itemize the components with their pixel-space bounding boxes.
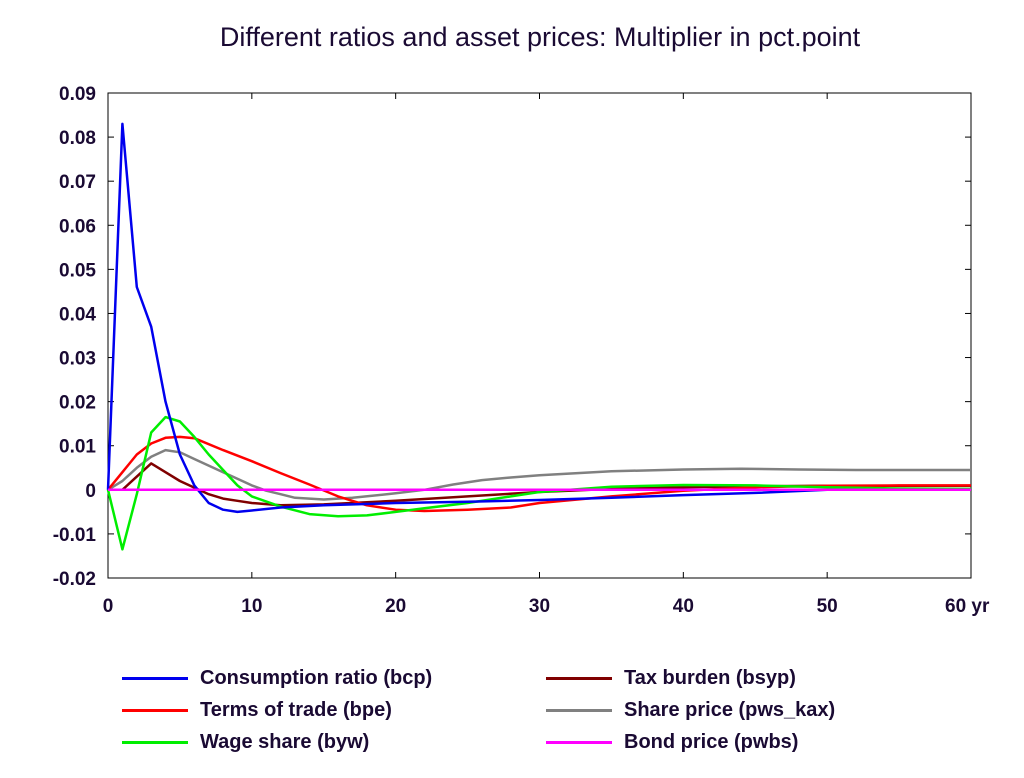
legend-swatch-tax-burden	[546, 676, 612, 680]
line-chart: -0.02 -0.01 0 0.01 0.02 0.03 0.04 0.05 0.06 0.07 0…	[53, 84, 990, 617]
x-tick-label: 10	[241, 596, 262, 617]
legend-label-terms-of-trade: Terms of trade (bpe)	[200, 698, 392, 721]
legend-item-share-price: Share price (pws_kax)	[546, 696, 835, 724]
x-axis: 0 10 20 30 40 50 60 yr	[103, 93, 990, 617]
y-tick-label: 0.01	[59, 437, 96, 458]
legend-item-consumption-ratio: Consumption ratio (bcp)	[122, 664, 432, 692]
legend-label-tax-burden: Tax burden (bsyp)	[624, 666, 796, 689]
x-tick-label: 0	[103, 596, 114, 617]
y-tick-label: 0.02	[59, 393, 96, 414]
y-tick-label: 0.06	[59, 216, 96, 237]
y-tick-label: 0	[85, 481, 96, 502]
y-tick-label: 0.08	[59, 128, 96, 149]
y-axis: -0.02 -0.01 0 0.01 0.02 0.03 0.04 0.05 0.06 0.07 0…	[53, 84, 971, 590]
legend-label-share-price: Share price (pws_kax)	[624, 698, 836, 721]
legend-item-bond-price: Bond price (pwbs)	[546, 728, 798, 756]
legend-label-wage-share: Wage share (byw)	[200, 730, 370, 753]
x-tick-label: 60 yr	[945, 596, 990, 617]
y-tick-label: 0.07	[59, 172, 96, 193]
series-line-2	[106, 415, 972, 551]
y-tick-label: -0.01	[53, 525, 97, 546]
legend-label-consumption-ratio: Consumption ratio (bcp)	[200, 666, 433, 689]
x-tick-label: 40	[673, 596, 694, 617]
x-tick-label: 50	[817, 596, 838, 617]
legend-item-wage-share: Wage share (byw)	[122, 728, 369, 756]
y-tick-label: 0.04	[59, 304, 96, 325]
legend-swatch-wage-share	[122, 740, 188, 744]
y-tick-label: 0.05	[59, 260, 96, 281]
x-tick-label: 20	[385, 596, 406, 617]
plot-border	[107, 92, 972, 579]
chart-title: Different ratios and asset prices: Multi…	[219, 22, 861, 52]
legend-label-bond-price: Bond price (pwbs)	[624, 730, 799, 753]
legend-swatch-consumption-ratio	[122, 676, 188, 680]
plot-frame	[107, 92, 972, 579]
x-tick-label: 30	[529, 596, 550, 617]
legend-swatch-share-price	[546, 708, 612, 712]
series-layer	[106, 122, 972, 551]
series-line-4	[107, 448, 971, 501]
legend-swatch-bond-price	[546, 740, 612, 744]
legend-item-terms-of-trade: Terms of trade (bpe)	[122, 696, 392, 724]
legend-item-tax-burden: Tax burden (bsyp)	[546, 664, 796, 692]
y-tick-label: 0.03	[59, 349, 96, 370]
series-line-0	[106, 122, 971, 514]
legend-swatch-terms-of-trade	[122, 708, 188, 712]
legend: Consumption ratio (bcp) Terms of trade (…	[0, 664, 1024, 764]
y-tick-label: -0.02	[53, 569, 96, 590]
y-tick-label: 0.09	[59, 84, 96, 105]
